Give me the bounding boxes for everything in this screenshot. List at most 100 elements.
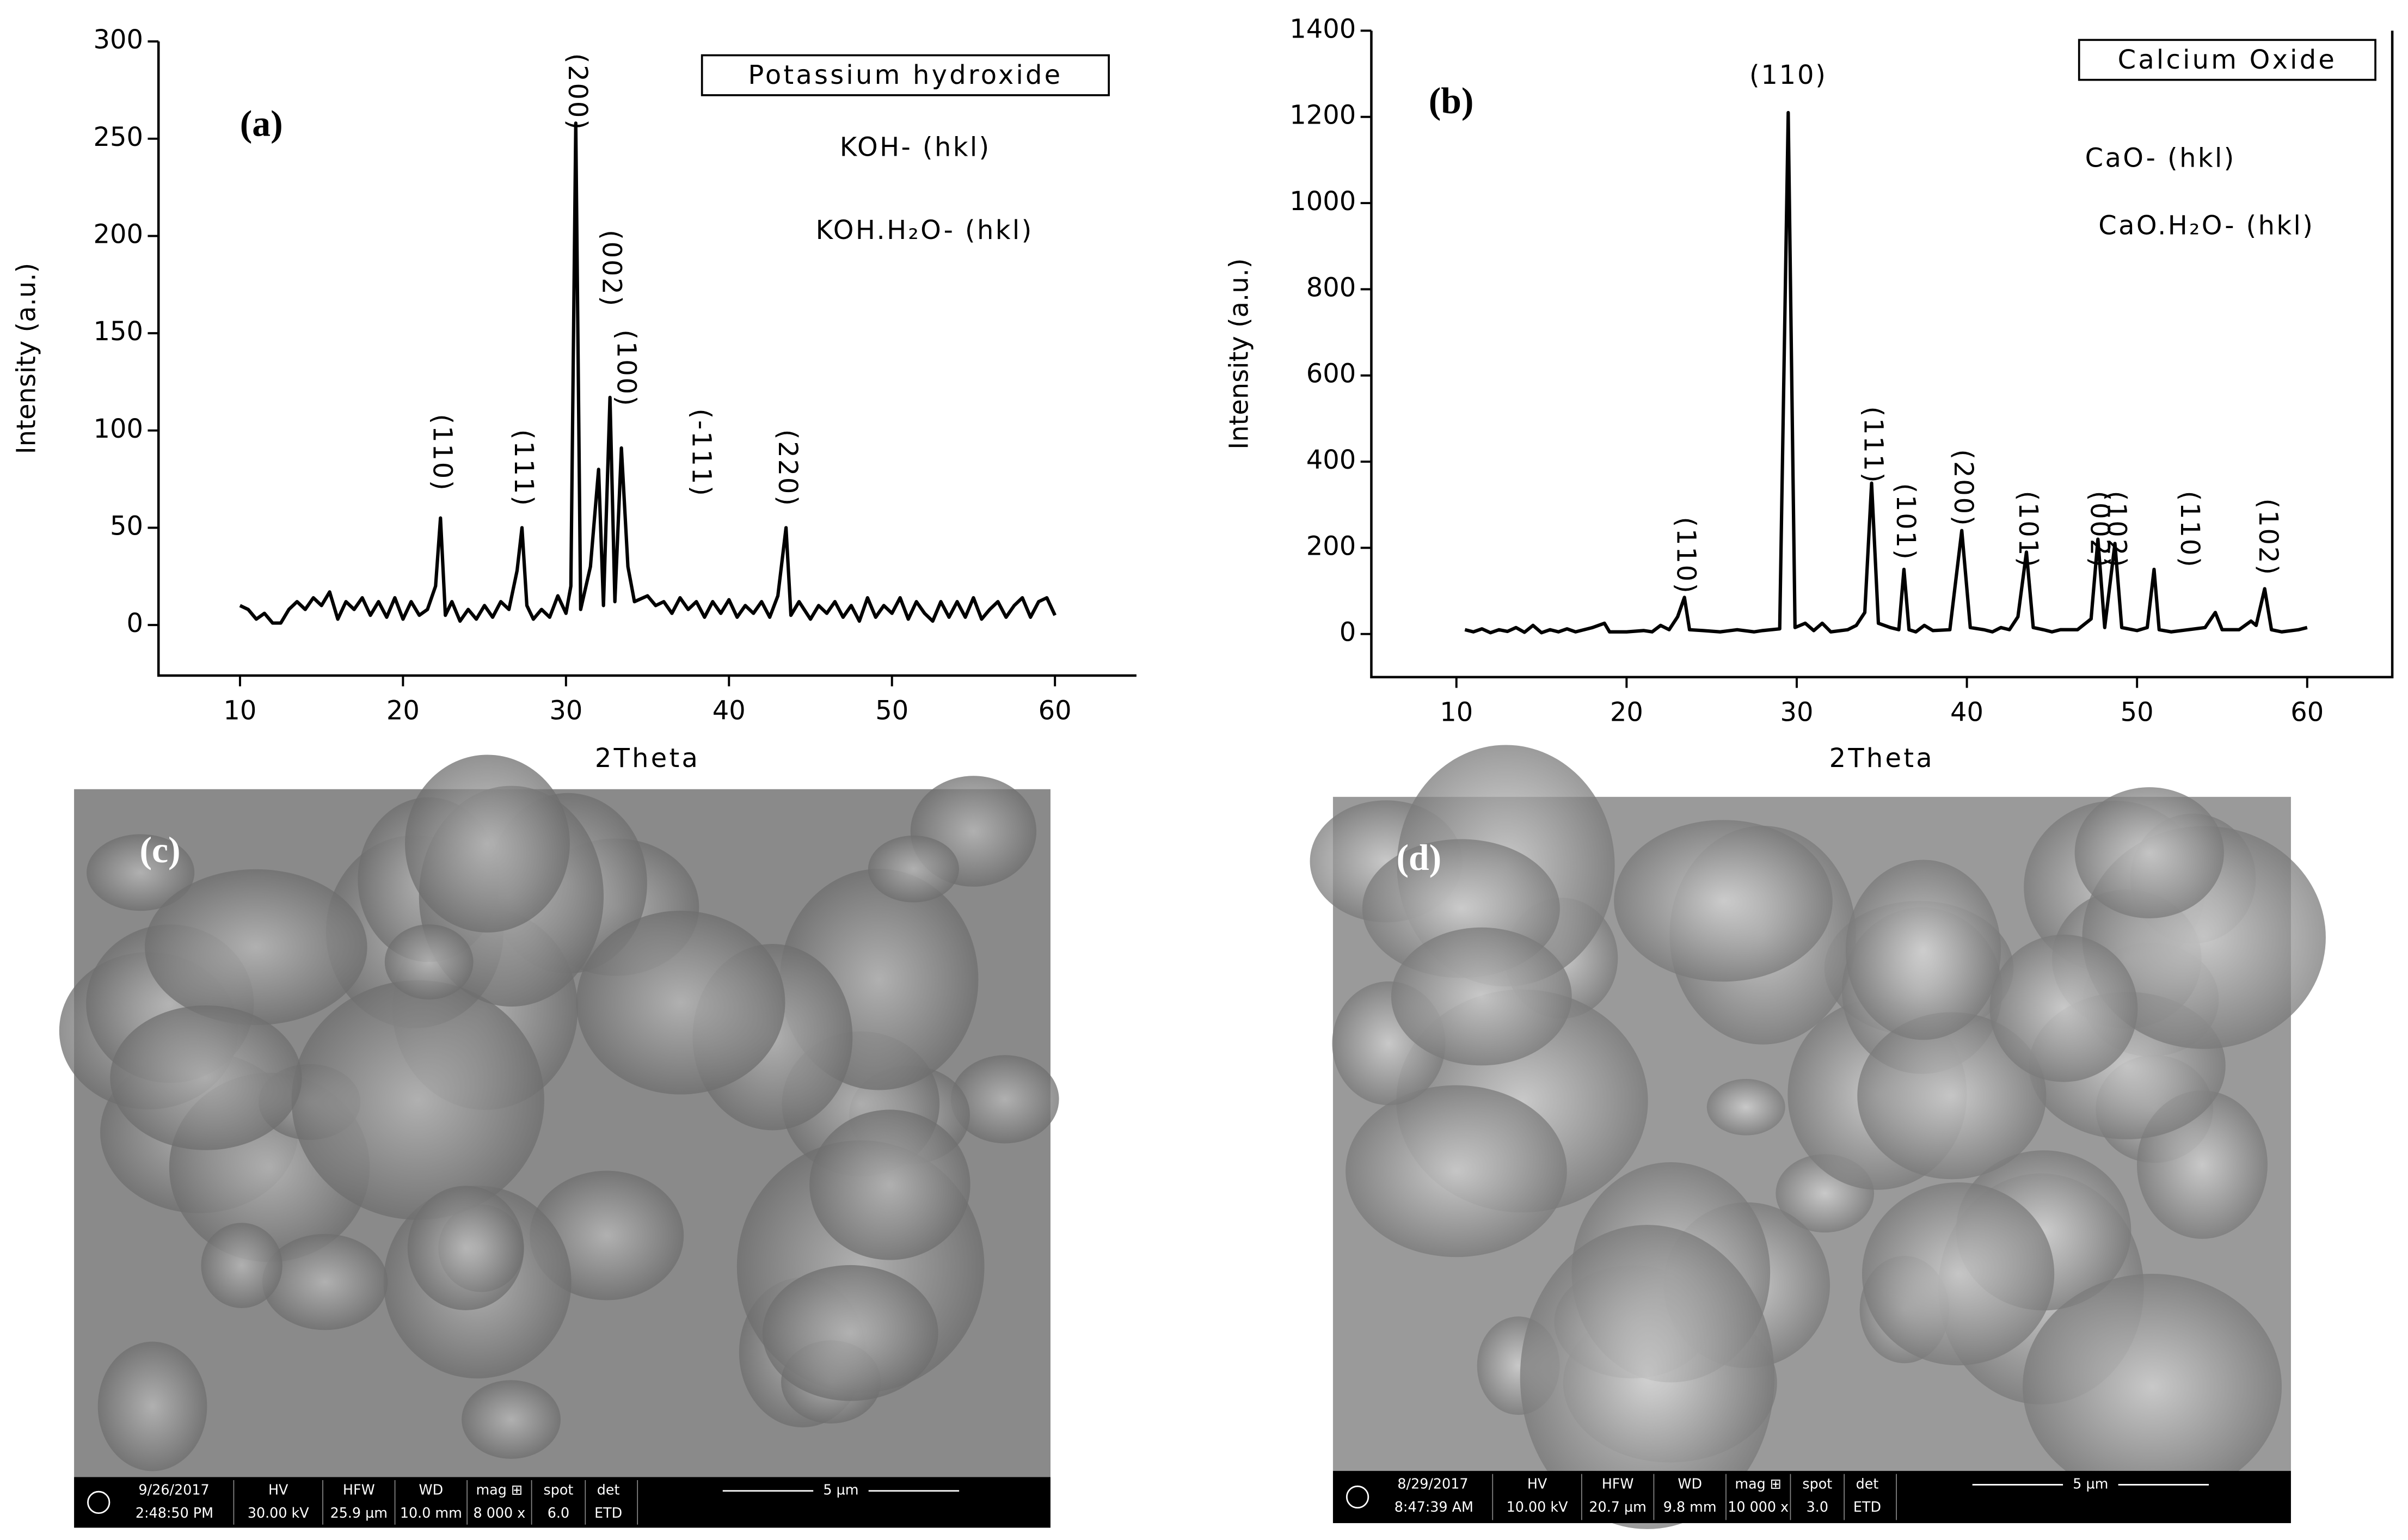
chart-panel: 0 50 100 150 200 250 300 10 20 30 40 50 60 2Theta Inte… <box>11 25 1137 774</box>
sem-texture <box>2023 1273 2282 1500</box>
scale-label: 5 µm <box>823 1482 858 1498</box>
x-tick-label: 60 <box>1039 696 1072 726</box>
scale-label: 5 µm <box>2073 1475 2108 1492</box>
sem-field-value: 10 000 x <box>1728 1499 1789 1515</box>
peak-label: (111) <box>508 430 538 507</box>
x-axis-label: 2Theta <box>595 744 700 774</box>
sem-field-name: HFW <box>1602 1475 1634 1492</box>
sem-panel: (d) 8/29/2017 8:47:39 AM HV 10.00 kV HFW 20.7 … <box>1310 745 2326 1529</box>
x-tick-label: 20 <box>1610 698 1643 728</box>
sem-field-name: WD <box>419 1482 444 1498</box>
peak-label: (110) <box>1749 60 1827 90</box>
peak-label: (110) <box>2174 491 2204 569</box>
sem-field-value: 8 000 x <box>474 1505 526 1521</box>
peak-label: (111) <box>1858 406 1888 484</box>
legend-title: Calcium Oxide <box>2118 45 2337 75</box>
sem-field-name: HV <box>268 1482 288 1498</box>
sem-texture <box>1391 927 1572 1066</box>
y-axis-label: Intensity (a.u.) <box>1225 258 1255 450</box>
legend-box <box>2078 39 2376 81</box>
y-tick-label: 200 <box>1306 531 1356 561</box>
sem-field-name: HV <box>1527 1475 1547 1492</box>
sem-texture <box>2074 787 2224 918</box>
info-bar <box>74 1477 1051 1528</box>
sem-field-value: 3.0 <box>1807 1499 1828 1515</box>
sem-texture <box>291 980 544 1220</box>
sem-field-name: spot <box>1802 1475 1832 1492</box>
sem-date: 9/26/2017 <box>139 1482 210 1498</box>
sem-panel: (c) 9/26/2017 2:48:50 PM HV 30.00 kV HFW 25.9 … <box>59 754 1059 1528</box>
sem-texture <box>384 924 474 1000</box>
x-tick-label: 60 <box>2290 698 2324 728</box>
sem-texture <box>950 1055 1059 1144</box>
y-tick-label: 1000 <box>1289 187 1356 217</box>
legend-text: KOH.H₂O- (hkl) <box>816 216 1034 246</box>
sem-texture <box>110 1005 302 1150</box>
peak-label: (110) <box>427 414 457 492</box>
peak-label: (002) <box>2084 491 2114 569</box>
x-tick-label: 20 <box>386 696 420 726</box>
scale-bg <box>2063 1475 2118 1494</box>
x-axis-label: 2Theta <box>1829 744 1934 774</box>
sem-field-value: 10.0 mm <box>400 1505 462 1521</box>
sem-time: 8:47:39 AM <box>1395 1499 1473 1515</box>
peak-label: (102) <box>2253 499 2283 576</box>
sem-field-name: mag ⊞ <box>1735 1475 1782 1492</box>
sem-field-value: 9.8 mm <box>1663 1499 1717 1515</box>
sem-texture <box>576 910 785 1095</box>
x-tick-label: 30 <box>1780 698 1813 728</box>
y-tick-label: 600 <box>1306 359 1356 389</box>
sem-texture <box>87 834 195 911</box>
y-axis-label: Intensity (a.u.) <box>11 263 41 455</box>
sem-texture <box>1845 860 2001 1040</box>
sem-texture <box>262 1234 388 1330</box>
sem-date: 8/29/2017 <box>1397 1475 1468 1492</box>
panel-label: (c) <box>139 830 180 870</box>
y-tick-label: 50 <box>110 511 143 541</box>
y-tick-label: 1200 <box>1289 101 1356 131</box>
y-tick-label: 300 <box>94 25 144 55</box>
peak-label: (200) <box>1948 449 1978 527</box>
peak-label: (101) <box>1890 483 1920 561</box>
sem-field-name: det <box>1856 1475 1879 1492</box>
panel-label: (a) <box>240 103 283 144</box>
x-tick-label: 10 <box>1440 698 1473 728</box>
peak-label: (102) <box>2102 491 2131 569</box>
sem-texture <box>1520 1225 1775 1529</box>
legend-text: KOH- (hkl) <box>840 133 991 163</box>
data-line <box>239 121 1056 625</box>
legend-text: CaO- (hkl) <box>2085 143 2236 173</box>
peak-label: (002) <box>597 230 626 308</box>
sem-field-name: det <box>597 1482 620 1498</box>
sem-texture <box>1862 1182 2055 1366</box>
sem-field-value: 6.0 <box>548 1505 569 1521</box>
y-tick-label: 100 <box>94 414 144 444</box>
panel-label: (d) <box>1397 837 1442 878</box>
sem-texture <box>1989 934 2138 1082</box>
y-tick-label: 250 <box>94 122 144 152</box>
axis-line <box>1370 30 2394 679</box>
legend-text: CaO.H₂O- (hkl) <box>2098 211 2314 241</box>
peak-label: (100) <box>611 329 641 407</box>
legend-title: Potassium hydroxide <box>748 60 1062 90</box>
sem-texture <box>868 835 959 903</box>
sem-field-name: WD <box>1678 1475 1702 1492</box>
sem-field-value: ETD <box>594 1505 622 1521</box>
sem-texture <box>762 1265 938 1401</box>
sem-field-name: HFW <box>343 1482 375 1498</box>
sem-field-value: 25.9 µm <box>330 1505 388 1521</box>
panel-label: (b) <box>1429 80 1474 121</box>
sem-logo <box>1346 1485 1369 1509</box>
sem-texture <box>144 869 367 1026</box>
sem-texture <box>809 1109 970 1260</box>
x-tick-label: 40 <box>1950 698 1983 728</box>
chart-panel: 0 200 400 600 800 1000 1200 1400 10 20 30 40 50 60 2Th… <box>1225 14 2394 774</box>
sem-texture <box>405 754 570 932</box>
x-tick-label: 50 <box>2121 698 2154 728</box>
sem-texture <box>201 1223 282 1308</box>
peak-label: (-111) <box>686 408 716 497</box>
sem-time: 2:48:50 PM <box>136 1505 213 1521</box>
sem-field-name: spot <box>544 1482 574 1498</box>
x-tick-label: 10 <box>223 696 256 726</box>
